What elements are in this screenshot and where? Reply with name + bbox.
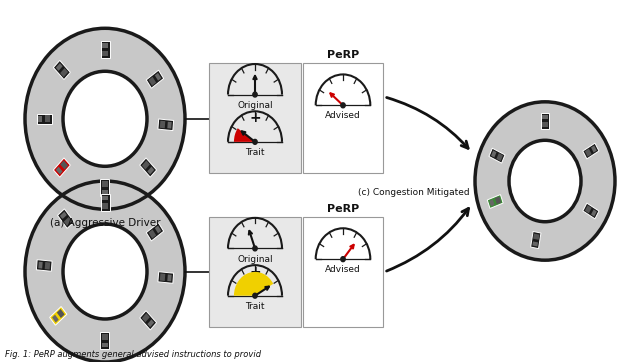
Polygon shape [542,122,548,127]
Polygon shape [140,311,157,330]
Circle shape [25,28,185,209]
Polygon shape [533,233,540,240]
Polygon shape [53,158,70,177]
Wedge shape [234,128,255,142]
Polygon shape [38,115,42,122]
Text: Trait: Trait [245,148,265,157]
FancyBboxPatch shape [303,63,383,173]
Polygon shape [583,143,599,159]
Polygon shape [100,194,109,211]
Text: Original: Original [237,254,273,264]
Polygon shape [487,194,503,209]
Wedge shape [234,272,273,296]
Polygon shape [147,223,164,241]
Text: Advised: Advised [325,111,361,121]
Polygon shape [56,63,63,71]
Polygon shape [158,119,173,131]
Polygon shape [541,113,549,129]
Polygon shape [60,68,68,77]
Polygon shape [148,230,156,239]
Polygon shape [160,273,165,281]
Polygon shape [531,231,541,249]
Polygon shape [50,307,67,325]
Polygon shape [102,181,108,187]
Polygon shape [583,203,599,219]
Polygon shape [58,209,74,228]
Polygon shape [140,158,157,177]
Polygon shape [36,114,51,124]
Polygon shape [155,73,161,81]
Circle shape [509,140,581,222]
Polygon shape [36,260,52,271]
Polygon shape [100,332,109,349]
Polygon shape [57,309,65,318]
Polygon shape [160,121,165,128]
Polygon shape [147,319,154,327]
Polygon shape [60,212,67,219]
Circle shape [253,246,257,251]
Circle shape [341,257,345,262]
Circle shape [341,103,345,108]
Polygon shape [147,167,154,174]
Polygon shape [532,241,538,247]
Polygon shape [167,274,172,281]
Polygon shape [591,210,596,216]
Polygon shape [102,190,108,194]
Polygon shape [102,334,108,340]
Polygon shape [491,151,497,157]
Circle shape [253,92,257,97]
Polygon shape [142,313,150,322]
Polygon shape [64,217,72,226]
Polygon shape [155,226,161,233]
Polygon shape [53,60,70,80]
Polygon shape [56,167,63,174]
Circle shape [253,139,257,144]
Text: PeRP: PeRP [327,50,359,60]
Polygon shape [100,41,109,58]
Circle shape [63,224,147,319]
Polygon shape [591,146,596,152]
Polygon shape [543,115,548,119]
Polygon shape [148,77,156,86]
Text: +: + [249,265,261,279]
Polygon shape [489,148,505,163]
Polygon shape [102,342,108,347]
Polygon shape [45,115,50,122]
Polygon shape [102,43,108,48]
Text: (a) Aggressive Driver: (a) Aggressive Driver [50,218,160,228]
Polygon shape [147,70,164,88]
Polygon shape [102,203,108,209]
Circle shape [475,102,615,260]
Circle shape [25,181,185,362]
Text: Trait: Trait [245,302,265,311]
Circle shape [63,71,147,166]
Text: Original: Original [237,101,273,110]
Polygon shape [102,51,108,56]
Polygon shape [490,199,495,206]
Polygon shape [495,197,501,204]
Polygon shape [585,149,592,157]
Circle shape [253,293,257,298]
Text: (c) Congestion Mitigated: (c) Congestion Mitigated [358,188,470,197]
FancyBboxPatch shape [209,63,301,173]
Polygon shape [167,122,172,129]
Polygon shape [38,262,43,269]
Polygon shape [102,196,108,201]
Polygon shape [585,205,592,213]
Polygon shape [60,160,68,169]
Polygon shape [497,153,503,161]
Polygon shape [100,179,109,196]
Text: Advised: Advised [325,265,361,274]
Text: +: + [249,111,261,125]
Polygon shape [52,315,59,323]
FancyBboxPatch shape [209,217,301,327]
Text: PeRP: PeRP [327,204,359,214]
Polygon shape [45,262,50,270]
Text: Fig. 1: PeRP augments general advised instructions to provid: Fig. 1: PeRP augments general advised in… [5,350,261,359]
Polygon shape [158,272,173,283]
FancyBboxPatch shape [303,217,383,327]
Polygon shape [142,160,150,169]
